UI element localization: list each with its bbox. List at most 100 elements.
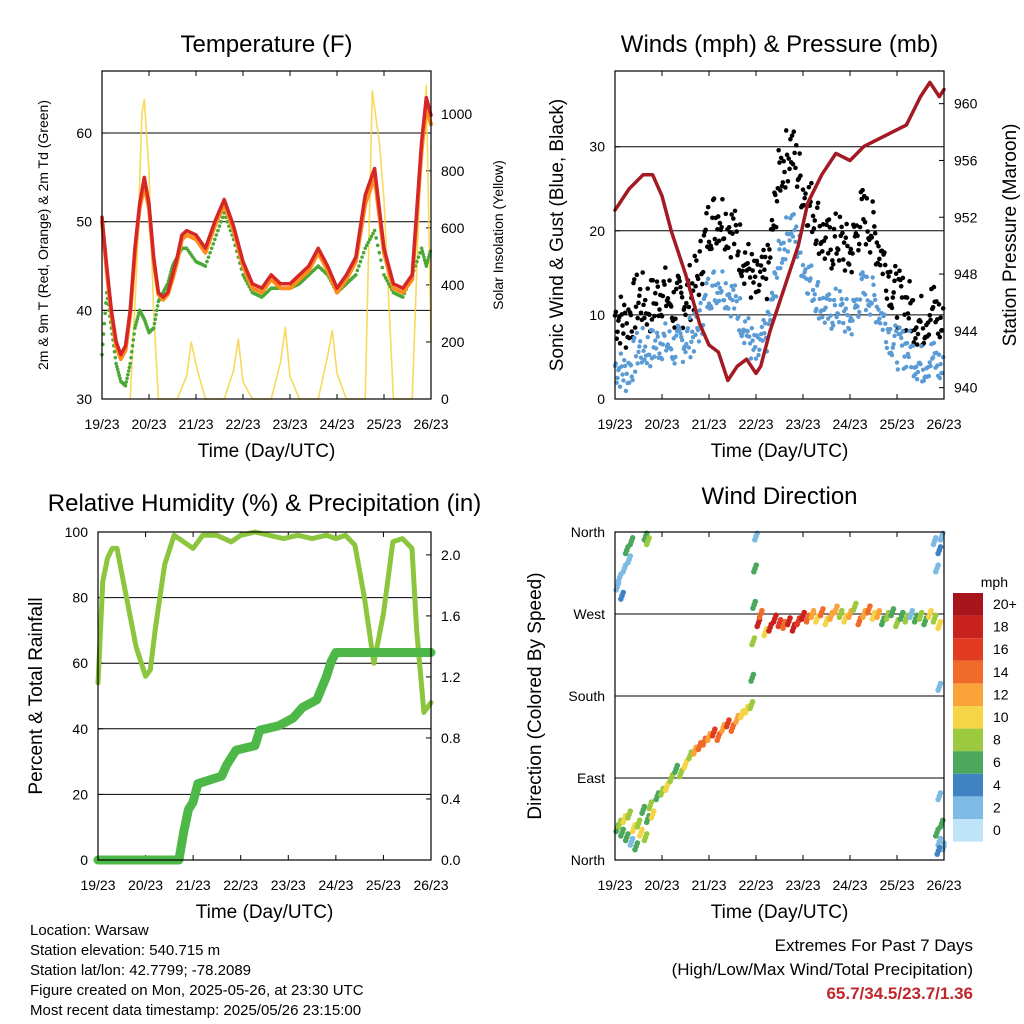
gust-point xyxy=(860,187,865,193)
gust-point xyxy=(721,236,727,241)
gust-point xyxy=(835,247,841,253)
temp-2m-line xyxy=(100,95,433,357)
dewpoint-point xyxy=(128,361,132,366)
direction-point xyxy=(726,717,732,723)
colorbar-swatch xyxy=(953,660,983,684)
colorbar-swatch xyxy=(953,615,983,639)
wind-point xyxy=(894,360,900,365)
y-tick-label: 60 xyxy=(76,125,92,141)
wind-point xyxy=(648,364,653,369)
wind-point xyxy=(809,263,814,268)
y2-tick-label: 0 xyxy=(441,391,449,407)
gust-point xyxy=(905,311,911,316)
y-tick-label: 30 xyxy=(589,139,605,155)
x-axis-label: Time (Day/UTC) xyxy=(711,902,849,923)
gust-point xyxy=(928,317,933,323)
gust-point xyxy=(657,307,662,312)
gust-point xyxy=(767,247,772,252)
gust-point xyxy=(694,258,699,263)
gust-point xyxy=(915,331,921,337)
wind-point xyxy=(637,339,643,344)
gust-point xyxy=(836,258,842,263)
y-tick-label: North xyxy=(571,852,605,868)
colorbar-swatch xyxy=(953,728,983,752)
y-axis-label: 2m & 9m T (Red, Orange) & 2m Td (Green) xyxy=(35,100,51,370)
gust-point xyxy=(834,251,839,256)
y2-tick-label: 0.4 xyxy=(441,791,461,807)
wind-point xyxy=(871,282,876,288)
wind-point xyxy=(844,296,849,302)
dewpoint-point xyxy=(386,281,391,286)
wind-point xyxy=(808,276,813,281)
y-tick-label: 20 xyxy=(72,786,88,802)
dewpoint-point xyxy=(358,259,363,264)
wind-point xyxy=(935,363,940,368)
y2-tick-label: 960 xyxy=(954,96,978,112)
gust-point xyxy=(832,234,838,239)
extremes-heading: Extremes For Past 7 Days xyxy=(774,936,973,955)
wind-point xyxy=(710,283,715,288)
dewpoint-point xyxy=(214,233,219,237)
station-info: Location: Warsaw Station elevation: 540.… xyxy=(30,921,364,1021)
gust-point xyxy=(686,304,692,310)
wind-point xyxy=(726,291,732,297)
gust-point xyxy=(737,222,743,227)
wind-point xyxy=(618,351,624,356)
direction-point xyxy=(940,817,946,824)
gust-point xyxy=(654,279,660,284)
wind-point xyxy=(642,357,647,362)
colorbar-label: 4 xyxy=(993,777,1001,793)
wind-point xyxy=(716,298,722,303)
x-tick-label: 23/23 xyxy=(785,877,820,893)
gust-point xyxy=(678,284,683,290)
gust-point xyxy=(830,262,836,267)
wind-point xyxy=(827,297,833,302)
gust-point xyxy=(757,282,762,288)
dewpoint-point xyxy=(375,243,380,248)
gust-point xyxy=(642,315,647,321)
dewpoint-point xyxy=(371,231,375,236)
y-tick-label: 20 xyxy=(589,223,605,239)
wind-point xyxy=(864,274,869,280)
dewpoint-point xyxy=(424,264,429,268)
y2-tick-label: 800 xyxy=(441,163,465,179)
gust-point xyxy=(845,243,850,249)
colorbar-swatch xyxy=(953,796,983,819)
y2-tick-label: 600 xyxy=(441,220,465,236)
gust-point xyxy=(637,286,643,292)
wind-point xyxy=(745,329,750,334)
x-tick-label: 26/23 xyxy=(926,416,961,432)
gust-point xyxy=(890,295,896,300)
dewpoint-point xyxy=(427,252,432,257)
x-tick-label: 23/23 xyxy=(785,416,820,432)
wind-point xyxy=(615,375,620,381)
colorbar-label: 10 xyxy=(993,709,1009,725)
wind-point xyxy=(617,384,623,389)
gust-point xyxy=(761,247,766,253)
wind-point xyxy=(749,325,755,331)
extremes-subheading: (High/Low/Max Wind/Total Precipitation) xyxy=(671,960,973,979)
dewpoint-point xyxy=(127,365,132,370)
dewpoint-point xyxy=(130,344,135,348)
wind-point xyxy=(705,276,711,281)
gust-point xyxy=(871,209,876,215)
gust-point xyxy=(750,268,755,273)
colorbar-label: 0 xyxy=(993,822,1001,838)
gust-point xyxy=(700,269,706,275)
gust-point xyxy=(790,161,796,167)
wind-point xyxy=(805,291,811,296)
gust-point xyxy=(874,240,880,245)
dewpoint-point xyxy=(360,255,364,259)
gust-point xyxy=(620,323,625,328)
wind-point xyxy=(742,319,748,324)
wind-point xyxy=(613,361,619,366)
x-axis-label: Time (Day/UTC) xyxy=(711,441,849,462)
wind-point xyxy=(777,247,782,252)
wind-point xyxy=(752,344,758,350)
gust-point xyxy=(673,286,679,292)
direction-point xyxy=(750,671,757,678)
gust-point xyxy=(672,325,677,330)
gust-point xyxy=(806,184,812,190)
gust-point xyxy=(828,247,833,253)
wind-point xyxy=(711,269,717,274)
